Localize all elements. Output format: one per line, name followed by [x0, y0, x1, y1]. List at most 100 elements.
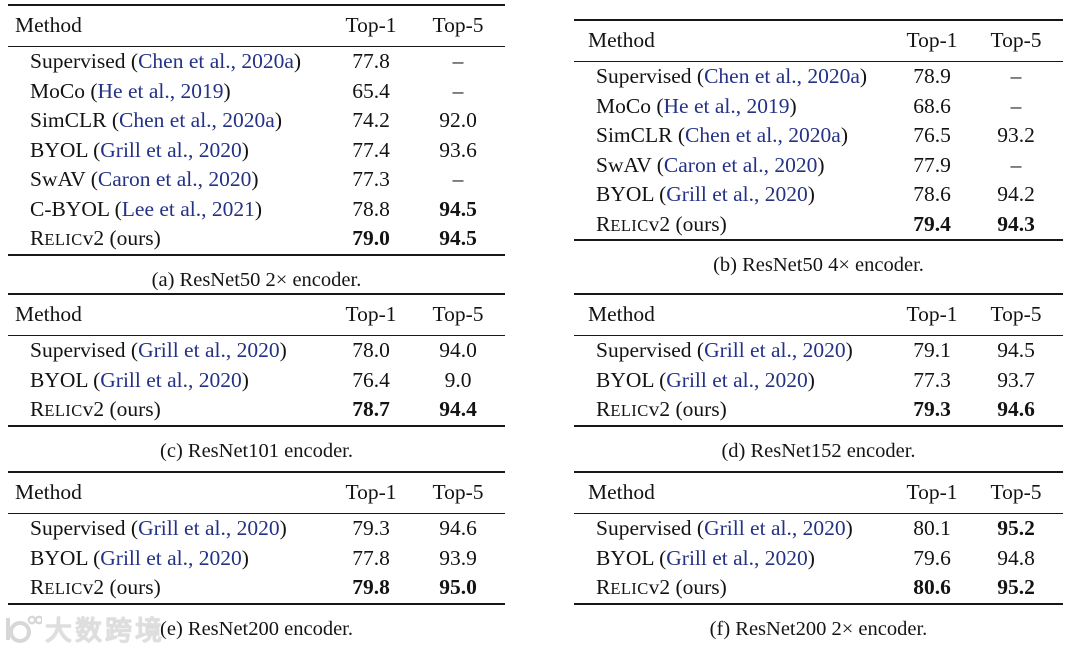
method-text: C-BYOL ( [30, 196, 122, 221]
top5-value: 92.0 [439, 108, 477, 132]
method-text: ) [845, 516, 853, 540]
table-row: Supervised (Chen et al., 2020a) 77.8 – [8, 47, 505, 77]
top1-value: 77.8 [352, 545, 390, 570]
citation-link[interactable]: He et al., 2019 [97, 78, 224, 103]
table-row: RELICv2 (ours) 79.8 95.0 [8, 573, 505, 603]
top5-value: – [452, 49, 464, 73]
citation-link[interactable]: Lee et al., 2021 [121, 196, 255, 221]
method-cell: Supervised (Chen et al., 2020a) [574, 64, 895, 88]
citation-link[interactable]: Grill et al., 2020 [704, 338, 846, 362]
table-bottomrule [8, 424, 505, 427]
table-row: RELICv2 (ours) 78.7 94.4 [8, 395, 505, 425]
top5-value: 94.2 [997, 182, 1035, 206]
table-bottomrule [574, 424, 1063, 427]
top1-value: 77.4 [352, 137, 390, 162]
column-header-top1: Top-1 [906, 28, 958, 53]
table-c: Method Top-1 Top-5 Supervised (Grill et al.… [8, 293, 505, 463]
top1-value: 79.6 [913, 545, 951, 570]
top1-value: 79.3 [352, 516, 390, 540]
method-cell: RELICv2 (ours) [574, 397, 895, 421]
method-text: ) [279, 338, 287, 362]
method-text: Supervised ( [596, 338, 705, 362]
method-cell: Supervised (Grill et al., 2020) [8, 338, 339, 362]
table-caption: (c) ResNet101 encoder. [160, 439, 353, 462]
top1-value: 78.8 [352, 196, 390, 221]
top5-value: 95.2 [997, 516, 1035, 540]
table-d: Method Top-1 Top-5 Supervised (Grill et al.… [574, 293, 1063, 463]
citation-link[interactable]: Chen et al., 2020a [704, 64, 860, 88]
table-midrule [8, 513, 505, 514]
method-text: ) [840, 123, 849, 147]
table-row: RELICv2 (ours) 80.6 95.2 [574, 573, 1063, 603]
table-midrule [8, 46, 505, 47]
method-text: Supervised ( [30, 338, 139, 362]
top1-value: 77.9 [913, 152, 951, 177]
method-text: ) [241, 137, 249, 162]
top1-value: 77.3 [913, 367, 951, 392]
table-header-row: Method Top-1 Top-5 [574, 21, 1063, 61]
method-text: ELIC [44, 579, 83, 598]
method-text: R [596, 397, 611, 421]
column-header-top5: Top-5 [432, 302, 484, 327]
column-header-top5: Top-5 [990, 302, 1042, 327]
column-header-method: Method [588, 28, 655, 53]
method-cell: MoCo (He et al., 2019) [574, 93, 895, 118]
method-text: ) [279, 516, 287, 540]
top5-value: – [452, 167, 464, 191]
table-a: Method Top-1 Top-5 Supervised (Chen et al.,… [8, 4, 505, 292]
method-text: BYOL ( [30, 367, 101, 392]
citation-link[interactable]: Chen et al., 2020a [119, 108, 275, 132]
top1-value: 79.3 [913, 397, 951, 421]
column-header-method: Method [15, 13, 82, 38]
column-header-top5: Top-5 [990, 28, 1042, 53]
table-row: BYOL (Grill et al., 2020) 77.4 93.6 [8, 136, 505, 166]
top1-value: 78.7 [352, 397, 390, 421]
top5-value: 9.0 [444, 367, 472, 392]
table-bottomrule [574, 602, 1063, 605]
method-text: ) [223, 78, 231, 103]
citation-link[interactable]: Grill et al., 2020 [100, 137, 242, 162]
watermark-text: 大数跨境 [45, 616, 165, 646]
citation-link[interactable]: Chen et al., 2020a [138, 49, 294, 73]
citation-link[interactable]: Caron et al., 2020 [663, 152, 818, 177]
table-row: Supervised (Grill et al., 2020) 79.1 94.5 [574, 336, 1063, 366]
citation-link[interactable]: Grill et al., 2020 [666, 545, 808, 570]
method-text: Supervised ( [30, 49, 139, 73]
citation-link[interactable]: Grill et al., 2020 [138, 338, 280, 362]
table-row: Supervised (Grill et al., 2020) 79.3 94.6 [8, 514, 505, 544]
method-cell: BYOL (Grill et al., 2020) [8, 137, 339, 162]
citation-link[interactable]: Grill et al., 2020 [100, 367, 242, 392]
citation-link[interactable]: Grill et al., 2020 [100, 545, 242, 570]
citation-link[interactable]: Chen et al., 2020a [685, 123, 841, 147]
citation-link[interactable]: Caron et al., 2020 [97, 167, 252, 191]
method-text: ) [251, 167, 259, 191]
table-row: BYOL (Grill et al., 2020) 78.6 94.2 [574, 180, 1063, 210]
method-text: v2 (ours) [648, 397, 727, 421]
table-bottomrule [8, 253, 505, 256]
table-f: Method Top-1 Top-5 Supervised (Grill et al.… [574, 471, 1063, 641]
top1-value: 76.5 [913, 123, 951, 147]
method-cell: RELICv2 (ours) [574, 576, 895, 599]
column-header-top1: Top-1 [906, 302, 958, 327]
table-row: Supervised (Grill et al., 2020) 80.1 95.2 [574, 514, 1063, 544]
citation-link[interactable]: Grill et al., 2020 [138, 516, 280, 540]
watermark: 大数跨境 [2, 609, 165, 648]
citation-link[interactable]: Grill et al., 2020 [666, 182, 808, 206]
method-cell: SwAV (Caron et al., 2020) [8, 167, 339, 191]
column-header-method: Method [588, 302, 655, 327]
column-header-method: Method [588, 480, 655, 505]
top1-value: 78.0 [352, 338, 390, 362]
citation-link[interactable]: He et al., 2019 [663, 93, 790, 118]
table-row: BYOL (Grill et al., 2020) 77.3 93.7 [574, 366, 1063, 396]
method-text: BYOL ( [596, 182, 667, 206]
method-cell: BYOL (Grill et al., 2020) [574, 367, 895, 392]
citation-link[interactable]: Grill et al., 2020 [704, 516, 846, 540]
method-text: ELIC [44, 230, 83, 249]
column-header-top1: Top-1 [345, 480, 397, 505]
method-text: Supervised ( [596, 64, 705, 88]
column-header-method: Method [15, 480, 82, 505]
citation-link[interactable]: Grill et al., 2020 [666, 367, 808, 392]
column-header-top5: Top-5 [432, 13, 484, 38]
table-header-row: Method Top-1 Top-5 [8, 6, 505, 46]
method-text: v2 (ours) [82, 397, 161, 421]
